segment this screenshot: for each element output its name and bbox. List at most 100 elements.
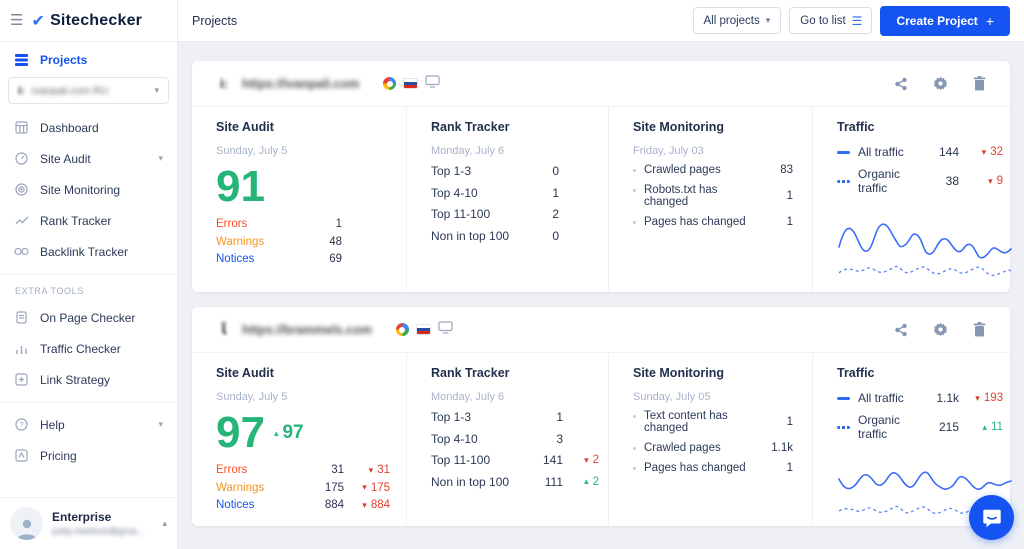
share-icon[interactable] (894, 323, 908, 337)
hamburger-menu-icon[interactable]: ☰ (10, 12, 24, 29)
monitoring-row: Pages has changed 1 (633, 462, 793, 474)
traffic-row-organic: Organic traffic 215 ▴ 11 (837, 413, 1003, 441)
traffic-section: Traffic All traffic 144 ▾ 32 Organic traf… (812, 107, 1013, 291)
arrow-up-icon: ▴ (584, 476, 589, 486)
sidebar-item-rank-tracker[interactable]: Rank Tracker (0, 205, 177, 236)
chevron-down-icon: ▾ (158, 153, 163, 163)
google-search-engine-icon (383, 77, 397, 90)
section-title[interactable]: Rank Tracker (431, 120, 510, 134)
sidebar-item-help[interactable]: ? Help ▾ (0, 409, 177, 440)
rank-row: Non in top 100 111 ▴ 2 (431, 474, 599, 489)
project-url[interactable]: https://brammels.com (242, 322, 372, 337)
rank-row: Top 1-3 1 (431, 410, 563, 424)
arrow-up-icon: ▴ (982, 421, 988, 432)
rank-tracker-icon (14, 213, 29, 228)
section-title[interactable]: Site Monitoring (633, 120, 724, 134)
rank-row: Non in top 100 0 (431, 228, 559, 243)
settings-gear-icon[interactable] (933, 76, 948, 91)
audit-score: 91 (216, 162, 265, 211)
region-flag-icon (415, 324, 431, 335)
create-project-label: Create Project (896, 13, 978, 28)
page-title: Projects (192, 13, 238, 28)
svg-text:?: ? (20, 422, 24, 429)
sidebar-item-label: Site Audit (40, 151, 91, 166)
sidebar-item-site-audit[interactable]: Site Audit ▾ (0, 143, 177, 174)
audit-row: Notices 69 (216, 253, 342, 266)
sidebar-item-label: Site Monitoring (40, 182, 121, 197)
section-title[interactable]: Rank Tracker (431, 366, 510, 380)
plus-icon: + (985, 12, 994, 29)
sidebar-item-projects[interactable]: Projects (0, 42, 177, 73)
chevron-down-icon: ▾ (158, 419, 163, 429)
dashed-line-legend-icon (837, 179, 850, 183)
list-view-icon: ☰ (851, 13, 863, 28)
site-monitoring-section: Site Monitoring Friday, July 03 Crawled … (608, 107, 812, 291)
sidebar-item-label: Dashboard (40, 120, 99, 135)
section-title[interactable]: Site Audit (216, 366, 274, 380)
settings-gear-icon[interactable] (933, 322, 948, 337)
site-audit-icon (14, 151, 29, 166)
device-desktop-icon (438, 320, 453, 339)
sidebar-item-label: Backlink Tracker (40, 244, 129, 259)
user-account-menu[interactable]: Enterprise polly.newlove@gma... ▴ (0, 497, 177, 549)
audit-score-change: ▴ 97 (273, 422, 304, 444)
google-search-engine-icon (395, 323, 409, 336)
create-project-button[interactable]: Create Project + (880, 5, 1010, 36)
filter-label: All projects (703, 14, 760, 27)
rank-row: Top 1-3 0 (431, 164, 559, 178)
sidebar-item-link-strategy[interactable]: Link Strategy (0, 364, 177, 395)
arrow-down-icon: ▾ (975, 392, 980, 403)
brand-logo[interactable]: ✔ Sitechecker (31, 11, 142, 31)
sidebar-item-pricing[interactable]: Pricing (0, 440, 177, 471)
project-selector[interactable]: i: ivanpali.com RU ▾ (8, 77, 169, 104)
sidebar-divider (0, 274, 177, 275)
sidebar-item-backlink-tracker[interactable]: Backlink Tracker (0, 236, 177, 267)
section-date: Sunday, July 5 (216, 145, 288, 157)
rank-tracker-section: Rank Tracker Monday, July 6 Top 1-3 0 To… (406, 107, 608, 291)
monitoring-row: Pages has changed 1 (633, 216, 793, 228)
section-date: Monday, July 6 (431, 391, 505, 403)
region-flag-icon (403, 78, 419, 89)
project-selector-value: ivanpali.com RU (31, 84, 109, 97)
audit-row: Errors 1 (216, 218, 342, 231)
rank-row: Top 11-100 2 (431, 207, 559, 221)
check-icon: ✔ (31, 12, 46, 30)
chevron-up-icon: ▴ (162, 518, 167, 528)
sidebar-item-label: Pricing (40, 448, 77, 463)
link-strategy-icon (14, 372, 29, 387)
dashed-line-legend-icon (837, 425, 850, 429)
brand-name: Sitechecker (50, 11, 143, 29)
chat-support-button[interactable] (969, 495, 1014, 540)
traffic-row-all: All traffic 1.1k ▾ 193 (837, 391, 1003, 405)
delete-trash-icon[interactable] (973, 322, 986, 337)
arrow-down-icon: ▾ (988, 175, 993, 186)
audit-row: Errors 31 ▾ 31 (216, 464, 390, 477)
delete-trash-icon[interactable] (973, 76, 986, 91)
pricing-icon (14, 448, 29, 463)
site-audit-section: Site Audit Sunday, July 5 91 Errors 1 Wa… (192, 107, 406, 291)
go-to-list-button[interactable]: Go to list ☰ (789, 7, 873, 34)
section-title[interactable]: Traffic (837, 366, 875, 380)
sidebar-item-traffic-checker[interactable]: Traffic Checker (0, 333, 177, 364)
arrow-up-icon: ▴ (273, 427, 279, 438)
project-url[interactable]: https://ivanpali.com (242, 76, 360, 91)
sidebar-item-on-page-checker[interactable]: On Page Checker (0, 302, 177, 333)
site-monitoring-section: Site Monitoring Sunday, July 05 Text con… (608, 353, 812, 525)
sidebar: ☰ ✔ Sitechecker Projects i: ivanpali.com… (0, 0, 178, 549)
chat-bubble-icon (982, 509, 1001, 527)
audit-row: Warnings 48 (216, 235, 342, 248)
on-page-checker-icon (14, 310, 29, 325)
site-audit-section: Site Audit Sunday, July 5 97 ▴ 97 Errors… (192, 353, 406, 525)
arrow-down-icon: ▾ (981, 146, 987, 157)
section-date: Sunday, July 05 (633, 391, 711, 403)
site-favicon: i: (220, 76, 228, 91)
share-icon[interactable] (894, 77, 908, 91)
section-title[interactable]: Traffic (837, 120, 875, 134)
section-title[interactable]: Site Audit (216, 120, 274, 134)
sidebar-item-label: Help (40, 417, 65, 432)
sidebar-item-dashboard[interactable]: Dashboard (0, 112, 177, 143)
all-projects-filter[interactable]: All projects ▾ (692, 7, 782, 34)
sidebar-item-site-monitoring[interactable]: Site Monitoring (0, 174, 177, 205)
section-title[interactable]: Site Monitoring (633, 366, 724, 380)
user-plan: Enterprise (52, 510, 112, 524)
